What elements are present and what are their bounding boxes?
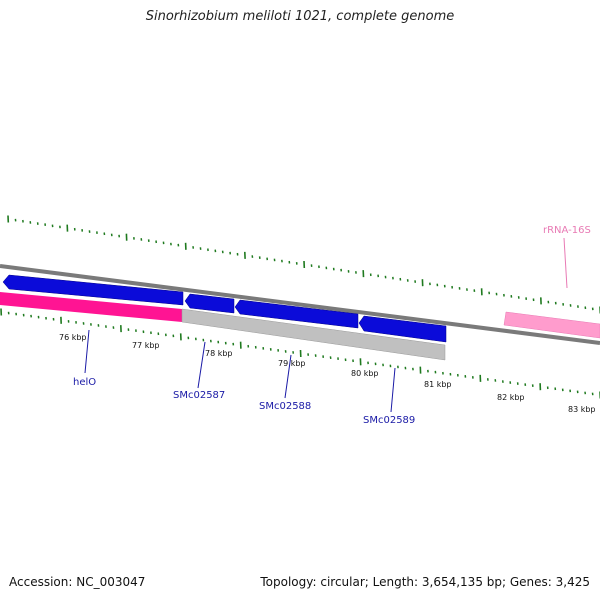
cds-reverse-highlight[interactable] xyxy=(0,292,182,322)
accession-text: Accession: NC_003047 xyxy=(9,575,146,589)
cds-forward-4[interactable] xyxy=(358,315,447,343)
helO-leader xyxy=(84,329,90,374)
gene-label-helO[interactable]: helO xyxy=(73,377,96,388)
gene-label-smc02588[interactable]: SMc02588 xyxy=(259,401,311,412)
scale-label-76: 76 kbp xyxy=(59,333,87,342)
scale-labels: 76 kbp 77 kbp 78 kbp 79 kbp 80 kbp 81 kb… xyxy=(59,333,596,414)
rna-label-16s[interactable]: rRNA-16S xyxy=(543,225,591,236)
cds-reverse-grey[interactable] xyxy=(181,308,446,361)
smc02588-leader xyxy=(284,354,292,399)
rrna-16s-block[interactable] xyxy=(503,311,600,339)
cds-forward-1[interactable] xyxy=(2,274,184,306)
inner-tick-track xyxy=(0,308,600,399)
outer-tick-track xyxy=(7,215,600,314)
scale-label-79: 79 kbp xyxy=(278,359,306,368)
cds-forward-3[interactable] xyxy=(234,299,359,329)
reverse-strand xyxy=(0,292,600,361)
forward-strand xyxy=(2,274,447,343)
map-title: Sinorhizobium meliloti 1021, complete ge… xyxy=(145,9,455,24)
scale-label-83: 83 kbp xyxy=(568,405,596,414)
scale-label-78: 78 kbp xyxy=(205,349,233,358)
smc02589-leader xyxy=(390,367,396,413)
scale-label-80: 80 kbp xyxy=(351,369,379,378)
cds-forward-2[interactable] xyxy=(184,293,235,314)
scale-label-82: 82 kbp xyxy=(497,393,525,402)
genome-backbone xyxy=(0,264,600,345)
genome-summary: Topology: circular; Length: 3,654,135 bp… xyxy=(260,575,590,589)
gene-label-smc02587[interactable]: SMc02587 xyxy=(173,390,225,401)
rrna-leader xyxy=(563,237,568,289)
scale-label-81: 81 kbp xyxy=(424,380,452,389)
gene-label-smc02589[interactable]: SMc02589 xyxy=(363,415,415,426)
smc02587-leader xyxy=(197,341,206,389)
gene-labels: helO SMc02587 SMc02588 SMc02589 rRNA-16S xyxy=(73,225,591,426)
scale-label-77: 77 kbp xyxy=(132,341,160,350)
